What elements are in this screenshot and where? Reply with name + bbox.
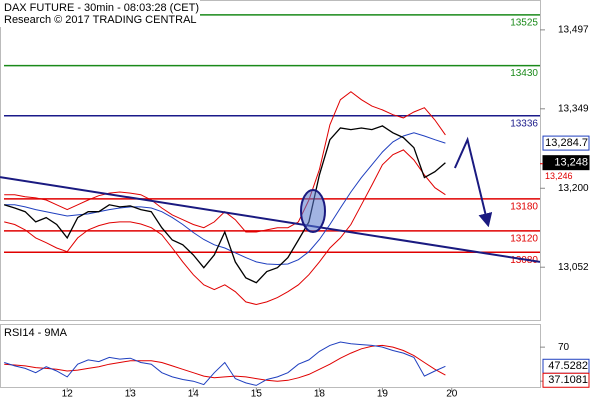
- series-line: [4, 341, 446, 386]
- level-label: 13525: [510, 18, 538, 29]
- chart-title: DAX FUTURE - 30min - 08:03:28 (CET): [4, 2, 199, 14]
- y-tick-label: 13,497: [558, 25, 589, 36]
- y-tick-label: 13,052: [558, 262, 589, 273]
- value-tag: [542, 155, 590, 171]
- series-line: [4, 91, 446, 233]
- y-tick-label: 70: [558, 342, 570, 353]
- x-tick-label: 19: [377, 389, 389, 400]
- highlight-ellipse: [300, 189, 326, 233]
- chart-subtitle: Research © 2017 TRADING CENTRAL: [4, 14, 197, 26]
- y-tick-label: 13,200: [558, 183, 589, 194]
- level-label: 13336: [510, 118, 538, 129]
- rsi-title: RSI14 - 9MA: [4, 327, 68, 339]
- level-label: 13120: [510, 234, 538, 245]
- value-tag-label: 13,284.7: [545, 137, 588, 149]
- value-tag-label: 37.1081: [548, 374, 588, 386]
- y-tick-label: 13,349: [558, 103, 589, 114]
- title-backdrop: [0, 0, 200, 27]
- x-tick-label: 18: [314, 389, 326, 400]
- series-line: [4, 125, 446, 284]
- plot-layer: 13,497 13,349 13,200 13,052 13525 13430 13336 1…: [0, 14, 590, 400]
- x-tick-label: 12: [62, 389, 74, 400]
- series-line: [4, 344, 446, 382]
- x-tick-label: 14: [188, 389, 200, 400]
- series-line: [4, 132, 446, 266]
- x-tick-label: 13: [125, 389, 137, 400]
- series-line: [4, 149, 446, 306]
- value-tag-label: 47.5282: [548, 360, 588, 372]
- forecast-arrow: [453, 136, 493, 228]
- main-panel-frame: [0, 0, 541, 321]
- value-tag: [542, 372, 590, 388]
- x-tick-label: 20: [446, 389, 458, 400]
- level-label: 13430: [510, 68, 538, 79]
- value-tag-label: 13,248: [554, 157, 588, 169]
- value-tag-label: 13,246: [545, 171, 573, 181]
- x-tick-label: 15: [251, 389, 263, 400]
- value-tag: [542, 135, 590, 151]
- rsi-panel-frame: [0, 324, 541, 388]
- trendline: [0, 176, 540, 263]
- level-label: 13180: [510, 202, 538, 213]
